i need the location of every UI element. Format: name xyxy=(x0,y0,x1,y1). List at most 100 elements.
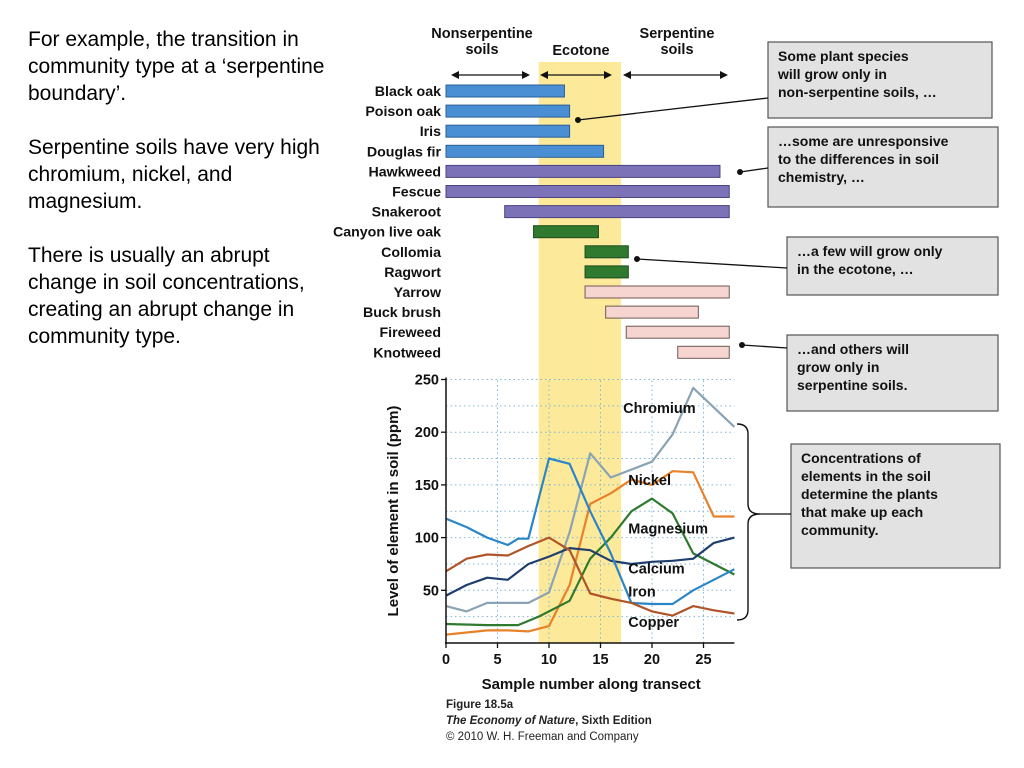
species-label: Fireweed xyxy=(379,325,441,341)
caption-book-title: The Economy of Nature xyxy=(446,715,576,727)
arrow-head-right xyxy=(720,71,728,79)
series-line xyxy=(445,470,735,636)
callouts: Some plant species will grow only in non-s… xyxy=(575,41,1001,621)
y-tick-label: 250 xyxy=(415,373,439,389)
element-lines xyxy=(445,386,736,636)
species-label: Snakeroot xyxy=(372,205,442,221)
callout-text: serpentine soils. xyxy=(797,377,907,393)
callout-text: elements in the soil xyxy=(801,468,931,484)
callout-box xyxy=(767,41,993,119)
zone-header: Ecotone xyxy=(552,43,609,59)
callout-leader xyxy=(739,167,769,173)
callout-box xyxy=(767,126,999,208)
series-label: Calcium xyxy=(628,561,684,577)
callout-text: …some are unresponsive xyxy=(778,133,949,149)
x-axis-label: Sample number along transect xyxy=(482,676,701,693)
callout-text: determine the plants xyxy=(801,486,938,502)
callout-text: grow only in xyxy=(797,359,879,375)
callout-text: non-serpentine soils, … xyxy=(778,84,937,100)
callout-text: that make up each xyxy=(801,504,923,520)
caption-figure-label: Figure 18.5a xyxy=(446,699,514,711)
callout-text: to the differences in soil xyxy=(778,151,939,167)
species-bar xyxy=(445,124,571,138)
callout-text: Concentrations of xyxy=(801,450,921,466)
callout-leader xyxy=(577,97,769,121)
y-tick-label: 200 xyxy=(415,425,439,441)
species-label: Yarrow xyxy=(394,285,442,301)
species-label: Ragwort xyxy=(384,265,441,281)
caption-copyright: © 2010 W. H. Freeman and Company xyxy=(446,731,639,743)
species-bar xyxy=(504,205,730,219)
arrow-head-right xyxy=(604,71,612,79)
species-label: Buck brush xyxy=(363,305,441,321)
series-line xyxy=(445,497,735,627)
figure-labels: Black oak Poison oak Iris Douglas fir Hawkwe… xyxy=(333,26,728,631)
callout-text: Some plant species xyxy=(778,48,909,64)
callout-box xyxy=(790,443,1001,569)
species-label: Douglas fir xyxy=(367,144,442,160)
plot-axes: 50 100 150 200 250 0 5 10 15 20 25 Sample number al… xyxy=(385,373,735,693)
species-label: Canyon live oak xyxy=(333,225,441,241)
species-label: Black oak xyxy=(375,84,441,100)
zone-header: soils xyxy=(465,42,498,58)
callout-dot xyxy=(737,169,743,175)
callout-text: will grow only in xyxy=(777,66,887,82)
series-label: Iron xyxy=(628,585,655,601)
species-label: Poison oak xyxy=(365,104,441,120)
species-bar xyxy=(445,164,721,178)
y-axis-label: Level of element in soil (ppm) xyxy=(385,406,402,617)
species-label: Collomia xyxy=(381,245,441,261)
callout-text: community. xyxy=(801,522,879,538)
callout-text: in the ecotone, … xyxy=(797,261,914,277)
callout-text: …and others will xyxy=(797,341,909,357)
y-tick-label: 150 xyxy=(415,478,439,494)
x-tick-label: 15 xyxy=(592,652,608,668)
series-line xyxy=(445,457,735,606)
figure-caption: Figure 18.5a The Economy of Nature, Sixt… xyxy=(446,697,652,745)
species-bar xyxy=(445,185,730,198)
arrow-head-right xyxy=(522,71,530,79)
species-label: Fescue xyxy=(392,185,441,201)
zone-header: Serpentine xyxy=(640,26,715,42)
callout-dot xyxy=(739,342,745,348)
callout-leader xyxy=(741,344,788,349)
text-paragraph-2: Serpentine soils have very high chromium… xyxy=(28,136,320,213)
y-tick-label: 100 xyxy=(415,531,439,547)
series-label: Chromium xyxy=(623,401,696,417)
x-tick-label: 25 xyxy=(695,652,711,668)
species-label: Hawkweed xyxy=(368,164,441,180)
zone-header: Nonserpentine xyxy=(431,26,533,42)
species-label: Knotweed xyxy=(373,345,441,361)
x-tick-label: 5 xyxy=(493,652,501,668)
series-line xyxy=(445,386,736,613)
series-line xyxy=(445,536,735,597)
species-bar xyxy=(445,144,605,158)
zone-header: soils xyxy=(660,42,693,58)
series-label: Nickel xyxy=(628,473,671,489)
callout-dot xyxy=(575,117,581,123)
species-label: Iris xyxy=(420,124,441,140)
callout-leader xyxy=(636,258,788,269)
callout-dot xyxy=(634,256,640,262)
text-paragraph-1: For example, the transition in community… xyxy=(28,28,325,105)
series-line xyxy=(445,536,735,617)
species-bar xyxy=(584,245,629,259)
caption-edition: , Sixth Edition xyxy=(575,715,652,727)
x-tick-label: 10 xyxy=(541,652,557,668)
x-tick-label: 20 xyxy=(644,652,660,668)
callout-text: chemistry, … xyxy=(778,169,865,185)
species-bar xyxy=(625,325,730,339)
callout-box xyxy=(786,334,999,412)
species-bar xyxy=(677,345,730,359)
arrow-head-left xyxy=(451,71,459,79)
text-paragraph-3: There is usually an abrupt change in soi… xyxy=(28,244,305,348)
y-tick-label: 50 xyxy=(423,583,439,599)
arrow-head-left xyxy=(540,71,548,79)
species-bar xyxy=(584,285,730,299)
species-range-bars xyxy=(445,84,730,359)
bracket-brace xyxy=(736,423,761,621)
series-label: Magnesium xyxy=(628,521,708,537)
callout-box xyxy=(786,236,999,296)
species-bar xyxy=(445,84,565,98)
